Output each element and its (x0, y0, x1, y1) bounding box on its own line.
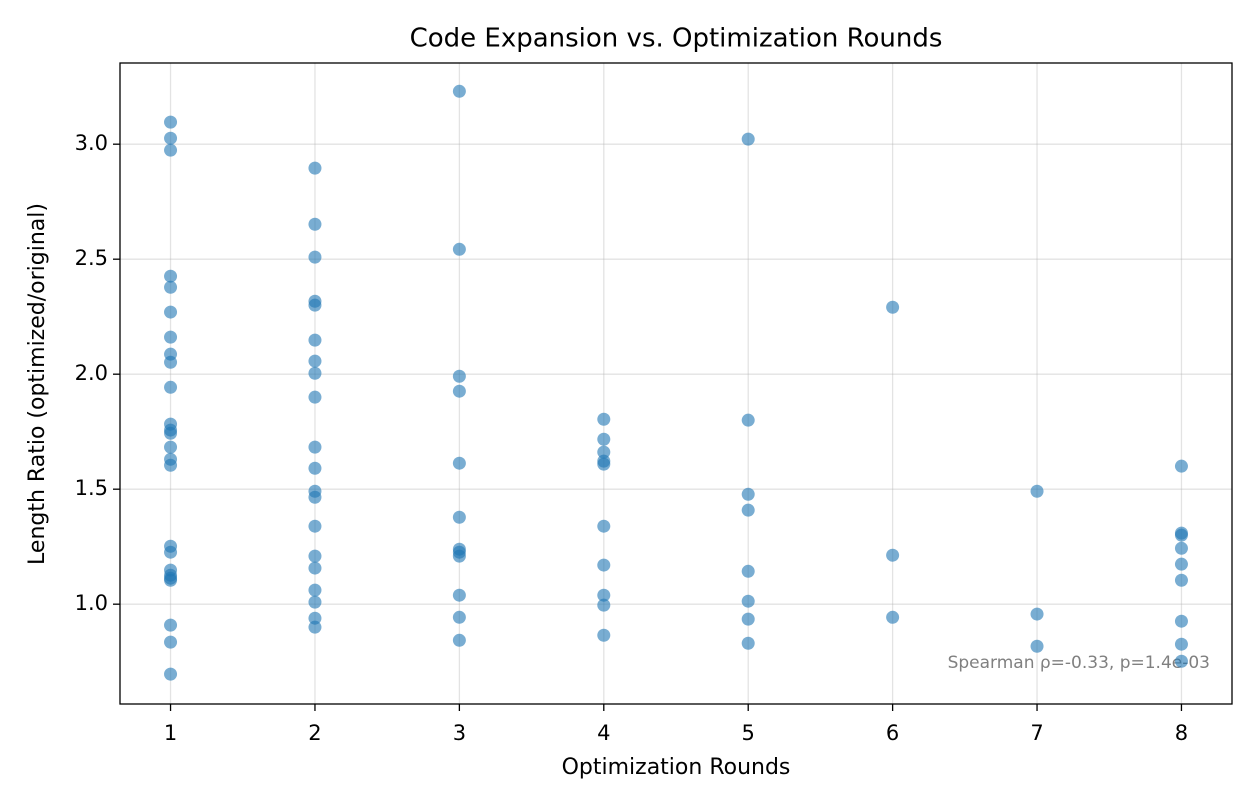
point (164, 355, 178, 369)
point (308, 549, 322, 563)
point (164, 545, 178, 559)
point (164, 458, 178, 472)
point (452, 510, 466, 524)
x-axis-label: Optimization Rounds (562, 755, 791, 780)
chart-title: Code Expansion vs. Optimization Rounds (410, 24, 943, 54)
point (597, 588, 611, 602)
point (308, 333, 322, 347)
x-tick-label: 1 (164, 721, 177, 745)
point (164, 426, 178, 440)
x-tick-label: 7 (1030, 721, 1043, 745)
y-axis-label: Length Ratio (optimized/original) (25, 203, 50, 565)
point (452, 369, 466, 383)
point (452, 84, 466, 98)
point (164, 330, 178, 344)
point (1030, 639, 1044, 653)
point (308, 354, 322, 368)
point (308, 250, 322, 264)
point (164, 440, 178, 454)
point (886, 300, 900, 314)
point (1174, 614, 1188, 628)
x-tick-label: 4 (597, 721, 610, 745)
point (308, 440, 322, 454)
point (452, 610, 466, 624)
point (886, 548, 900, 562)
point (741, 487, 755, 501)
point (452, 384, 466, 398)
point (164, 667, 178, 681)
point (597, 519, 611, 533)
x-tick-label: 3 (453, 721, 466, 745)
point (1174, 541, 1188, 555)
point (164, 618, 178, 632)
point (308, 620, 322, 634)
plot-frame (119, 62, 1233, 705)
y-tick-label: 3.0 (75, 131, 108, 155)
point (597, 628, 611, 642)
point (164, 269, 178, 283)
point (597, 457, 611, 471)
point (1030, 484, 1044, 498)
point (597, 432, 611, 446)
point (1174, 459, 1188, 473)
point (164, 635, 178, 649)
point (1174, 557, 1188, 571)
point (1174, 528, 1188, 542)
point (452, 633, 466, 647)
point (1030, 607, 1044, 621)
point (308, 519, 322, 533)
point (164, 115, 178, 129)
point (452, 242, 466, 256)
point (452, 456, 466, 470)
point (308, 611, 322, 625)
point (164, 143, 178, 157)
point (741, 132, 755, 146)
x-tick-label: 5 (742, 721, 755, 745)
point (308, 390, 322, 404)
point (308, 298, 322, 312)
point (741, 503, 755, 517)
point (308, 583, 322, 597)
point (741, 413, 755, 427)
point (308, 366, 322, 380)
point (308, 161, 322, 175)
point (1174, 637, 1188, 651)
point (164, 131, 178, 145)
annotation: Spearman ρ=-0.33, p=1.4e-03 (948, 653, 1210, 673)
x-tick-label: 6 (886, 721, 899, 745)
point (597, 445, 611, 459)
point (741, 594, 755, 608)
point (308, 561, 322, 575)
point (164, 305, 178, 319)
point (741, 612, 755, 626)
point (308, 490, 322, 504)
y-tick-label: 1.5 (75, 476, 108, 500)
point (741, 564, 755, 578)
point (164, 280, 178, 294)
point (308, 595, 322, 609)
point (597, 598, 611, 612)
point (452, 588, 466, 602)
point (308, 461, 322, 475)
point (741, 636, 755, 650)
point (597, 412, 611, 426)
point (164, 380, 178, 394)
point (1174, 573, 1188, 587)
point (597, 558, 611, 572)
y-tick-label: 2.5 (75, 246, 108, 270)
point (452, 549, 466, 563)
x-tick-label: 8 (1175, 721, 1188, 745)
point (886, 610, 900, 624)
point (308, 217, 322, 231)
y-tick-label: 2.0 (75, 361, 108, 385)
point (1174, 654, 1188, 668)
point (164, 573, 178, 587)
x-tick-label: 2 (308, 721, 321, 745)
y-tick-label: 1.0 (75, 591, 108, 615)
